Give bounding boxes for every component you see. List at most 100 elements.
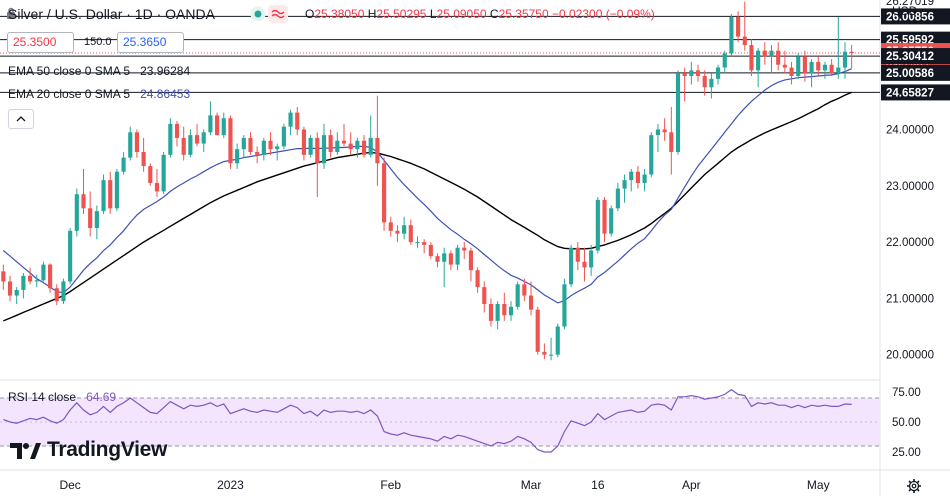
buy-price-button[interactable]: 25.3650 bbox=[117, 32, 184, 53]
candle-body[interactable] bbox=[261, 140, 266, 155]
level-price-tag[interactable] bbox=[881, 64, 950, 81]
candle-body[interactable] bbox=[275, 146, 280, 150]
candle-body[interactable] bbox=[575, 247, 580, 262]
candle-body[interactable] bbox=[589, 250, 594, 268]
candle-body[interactable] bbox=[101, 180, 106, 212]
candle-body[interactable] bbox=[508, 306, 514, 316]
candle-body[interactable] bbox=[168, 123, 173, 155]
candle-body[interactable] bbox=[235, 149, 240, 164]
candle-body[interactable] bbox=[308, 137, 313, 155]
candle-body[interactable] bbox=[669, 132, 674, 152]
candle-body[interactable] bbox=[582, 261, 587, 268]
candle-body[interactable] bbox=[174, 123, 180, 138]
candle-body[interactable] bbox=[675, 73, 681, 152]
candle-body[interactable] bbox=[522, 284, 527, 296]
market-status-icon[interactable] bbox=[249, 5, 267, 23]
ema50-legend[interactable]: EMA 50 close 0 SMA 5 23.96284 bbox=[8, 64, 191, 78]
candle-body[interactable] bbox=[569, 247, 574, 285]
candle-body[interactable] bbox=[709, 78, 714, 88]
candle-body[interactable] bbox=[201, 132, 206, 144]
candle-body[interactable] bbox=[194, 135, 200, 144]
candle-body[interactable] bbox=[428, 244, 433, 257]
candle-body[interactable] bbox=[408, 225, 413, 243]
candle-body[interactable] bbox=[402, 225, 407, 234]
settings-gear-icon[interactable] bbox=[904, 476, 924, 496]
sell-price-button[interactable]: 25.3500 bbox=[7, 32, 74, 53]
ema20-line[interactable] bbox=[2, 68, 852, 304]
candle-body[interactable] bbox=[762, 50, 767, 57]
candle-body[interactable] bbox=[435, 256, 440, 262]
candle-body[interactable] bbox=[335, 140, 340, 152]
candle-body[interactable] bbox=[782, 64, 787, 68]
candle-body[interactable] bbox=[328, 135, 333, 152]
candle-body[interactable] bbox=[742, 36, 747, 46]
candle-body[interactable] bbox=[642, 174, 647, 183]
candle-body[interactable] bbox=[455, 247, 460, 265]
candle-body[interactable] bbox=[241, 137, 246, 150]
candle-body[interactable] bbox=[355, 140, 360, 150]
candle-body[interactable] bbox=[649, 135, 654, 175]
candle-body[interactable] bbox=[14, 289, 19, 296]
candle-body[interactable] bbox=[301, 129, 306, 155]
candle-body[interactable] bbox=[281, 126, 286, 147]
candle-body[interactable] bbox=[482, 287, 487, 304]
candle-body[interactable] bbox=[415, 242, 420, 244]
candle-body[interactable] bbox=[662, 129, 667, 133]
candle-body[interactable] bbox=[722, 53, 727, 68]
candle-body[interactable] bbox=[442, 253, 447, 262]
candle-body[interactable] bbox=[48, 264, 53, 289]
candle-body[interactable] bbox=[61, 281, 66, 302]
candle-body[interactable] bbox=[475, 270, 480, 288]
level-price-tag[interactable] bbox=[881, 84, 950, 101]
candle-body[interactable] bbox=[34, 280, 39, 282]
candle-body[interactable] bbox=[629, 171, 634, 181]
candle-body[interactable] bbox=[836, 67, 841, 74]
candle-body[interactable] bbox=[796, 56, 801, 76]
candle-body[interactable] bbox=[94, 211, 99, 228]
level-price-tag[interactable] bbox=[881, 48, 950, 65]
candle-body[interactable] bbox=[715, 67, 721, 79]
candle-body[interactable] bbox=[689, 70, 694, 76]
candle-body[interactable] bbox=[488, 304, 494, 321]
candle-body[interactable] bbox=[635, 171, 640, 183]
candle-body[interactable] bbox=[255, 152, 260, 155]
ema50-line[interactable] bbox=[3, 91, 852, 322]
rsi-legend[interactable]: RSI 14 close 64.69 bbox=[8, 390, 117, 404]
candle-body[interactable] bbox=[749, 45, 754, 71]
candle-body[interactable] bbox=[535, 309, 540, 352]
candle-body[interactable] bbox=[816, 61, 821, 71]
candle-body[interactable] bbox=[729, 16, 734, 54]
candle-body[interactable] bbox=[422, 242, 427, 245]
candle-body[interactable] bbox=[515, 284, 520, 307]
candle-body[interactable] bbox=[315, 137, 320, 164]
candle-body[interactable] bbox=[54, 288, 59, 302]
candle-body[interactable] bbox=[448, 253, 453, 265]
candle-body[interactable] bbox=[736, 16, 741, 37]
candle-body[interactable] bbox=[382, 163, 387, 223]
candle-body[interactable] bbox=[809, 61, 814, 74]
candle-body[interactable] bbox=[542, 351, 547, 355]
candle-body[interactable] bbox=[555, 326, 560, 355]
candle-body[interactable] bbox=[295, 112, 300, 130]
candle-body[interactable] bbox=[595, 199, 600, 251]
candle-body[interactable] bbox=[609, 208, 614, 234]
candle-body[interactable] bbox=[562, 284, 567, 327]
candle-body[interactable] bbox=[154, 182, 160, 192]
candle-body[interactable] bbox=[128, 132, 133, 158]
candle-body[interactable] bbox=[822, 64, 828, 71]
candle-body[interactable] bbox=[388, 222, 393, 231]
candle-body[interactable] bbox=[468, 250, 473, 271]
candle-body[interactable] bbox=[829, 64, 834, 74]
candle-body[interactable] bbox=[528, 295, 534, 310]
candle-body[interactable] bbox=[375, 137, 380, 164]
candle-body[interactable] bbox=[361, 140, 367, 155]
candle-body[interactable] bbox=[268, 140, 273, 150]
rsi-line[interactable] bbox=[3, 388, 852, 453]
candle-body[interactable] bbox=[161, 154, 166, 192]
candle-body[interactable] bbox=[849, 51, 854, 54]
candle-body[interactable] bbox=[134, 132, 140, 152]
candle-body[interactable] bbox=[348, 143, 353, 150]
candle-body[interactable] bbox=[181, 137, 186, 155]
candle-body[interactable] bbox=[549, 354, 554, 356]
collapse-legend-button[interactable] bbox=[8, 109, 34, 129]
